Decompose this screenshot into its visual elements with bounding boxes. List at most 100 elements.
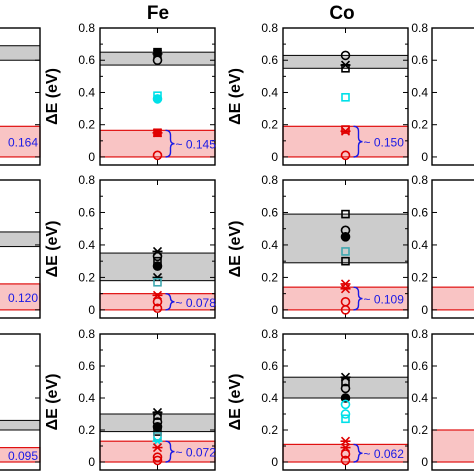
data-point-square (341, 209, 350, 219)
column-title-fe: Fe (147, 3, 169, 24)
data-point-square (153, 277, 162, 287)
y-tick-label: 0.2 (78, 423, 95, 437)
data-point-square (341, 125, 350, 134)
data-point-cross (152, 272, 163, 282)
annotation-brace (353, 443, 363, 463)
annotation-brace (353, 286, 363, 311)
column-title-co: Co (329, 3, 354, 24)
annotation-value: ~ 0.072 (176, 446, 217, 460)
panel-r1-right-partial: 0 0.2 0.4 0.6 0.8 (411, 21, 474, 166)
data-point-circle-filled (340, 393, 351, 403)
y-axis-label: ΔE (eV) (44, 221, 61, 278)
red-band (431, 429, 474, 463)
data-point-cross (340, 284, 351, 294)
panel-r3-left-partial: 0.095 (0, 333, 41, 471)
y-tick-label: 0.6 (78, 53, 95, 67)
data-point-cross (152, 128, 163, 138)
y-axis-label: ΔE (eV) (227, 221, 244, 278)
y-tick-label: 0 (421, 150, 428, 164)
annotation-value: ~ 0.145 (176, 138, 217, 152)
gray-band (282, 54, 409, 69)
y-tick-label: 0.8 (78, 173, 95, 187)
y-axis-label: ΔE (eV) (44, 374, 61, 431)
data-point-circle (152, 150, 163, 161)
y-tick-label: 0 (271, 455, 278, 469)
y-tick-label: 0.8 (411, 173, 428, 187)
y-tick-label: 0.2 (78, 270, 95, 284)
y-tick-label: 0.6 (411, 53, 428, 67)
y-tick-label: 0.2 (411, 423, 428, 437)
y-tick-label: 0.4 (261, 85, 278, 99)
panel-r2-right-partial: 0 0.2 0.4 0.6 0.8 (411, 173, 474, 319)
y-axis-label: ΔE (eV) (44, 68, 61, 125)
data-point-circle (152, 296, 163, 307)
y-tick-label: 0.8 (411, 327, 428, 341)
axes-frame (431, 27, 474, 166)
y-tick-label: 0.2 (411, 270, 428, 284)
panel-r3-right-partial: 0 0.2 0.4 0.6 0.8 (411, 327, 474, 471)
panel-r3-co: 0 0.2 0.4 0.6 0.8 ΔE (eV) ~ 0.062 (227, 327, 409, 471)
data-point-square (341, 256, 350, 266)
data-point-square (153, 411, 162, 420)
y-tick-label: 0.4 (78, 85, 95, 99)
data-point-circle (340, 383, 351, 394)
y-tick-label: 0 (88, 303, 95, 317)
axes-frame (0, 179, 41, 319)
panel-r1-fe: 0 0.2 0.4 0.6 0.8 ΔE (eV) ~ 0.145 (44, 21, 217, 166)
annotation-value: ~ 0.109 (364, 293, 405, 307)
y-tick-label: 0 (88, 150, 95, 164)
data-point-cross (340, 372, 351, 382)
data-point-circle (340, 399, 351, 410)
panel-r2-fe: 0 0.2 0.4 0.6 0.8 ΔE (eV) ~ 0.078 (44, 173, 216, 319)
y-tick-label: 0.8 (78, 327, 95, 341)
annotation-brace (353, 125, 363, 158)
data-point-square (341, 414, 350, 424)
data-point-circle-filled (152, 261, 163, 271)
y-tick-label: 0.8 (411, 21, 428, 35)
y-tick-label: 0.6 (78, 359, 95, 373)
y-tick-label: 0.2 (78, 118, 95, 132)
data-point-circle-filled (340, 232, 351, 242)
y-tick-label: 0.2 (261, 118, 278, 132)
annotation-value: ~ 0.062 (364, 447, 405, 461)
data-point-square (341, 247, 350, 256)
y-axis-label: ΔE (eV) (227, 374, 244, 431)
data-point-cross (152, 443, 163, 453)
data-point-circle-filled (152, 94, 163, 104)
y-tick-label: 0.6 (261, 359, 278, 373)
gray-band (0, 45, 41, 61)
data-point-cross (340, 126, 351, 136)
y-tick-label: 0 (421, 303, 428, 317)
data-point-square (341, 93, 350, 102)
data-point-circle (152, 251, 163, 262)
axes-frame (0, 333, 41, 471)
annotation-value: 0.095 (8, 449, 38, 463)
y-tick-label: 0.4 (78, 238, 95, 252)
panel-r1-left-partial: 0.164 (0, 27, 41, 166)
y-tick-label: 0.4 (411, 238, 428, 252)
data-point-circle (340, 50, 351, 61)
y-tick-label: 0 (88, 455, 95, 469)
panel-r3-fe: 0 0.2 0.4 0.6 0.8 ΔE (eV) ~ 0.072 (44, 327, 217, 471)
y-tick-label: 0.4 (78, 391, 95, 405)
y-tick-label: 0 (271, 303, 278, 317)
y-axis-label: ΔE (eV) (227, 68, 244, 125)
y-tick-label: 0 (421, 455, 428, 469)
y-tick-label: 0.8 (261, 327, 278, 341)
y-tick-label: 0.4 (261, 391, 278, 405)
y-tick-label: 0.6 (411, 359, 428, 373)
annotation-value: ~ 0.150 (364, 136, 405, 150)
data-point-circle (340, 409, 351, 419)
data-point-circle (340, 150, 351, 161)
data-point-square (341, 377, 350, 387)
gray-band (0, 231, 41, 248)
data-point-circle (340, 449, 351, 459)
data-point-circle (152, 55, 163, 66)
y-tick-label: 0.8 (261, 21, 278, 35)
data-point-square (153, 432, 162, 441)
y-tick-label: 0.2 (261, 423, 278, 437)
y-tick-label: 0.6 (78, 205, 95, 219)
panel-r2-left-partial: 0.120 (0, 179, 41, 319)
